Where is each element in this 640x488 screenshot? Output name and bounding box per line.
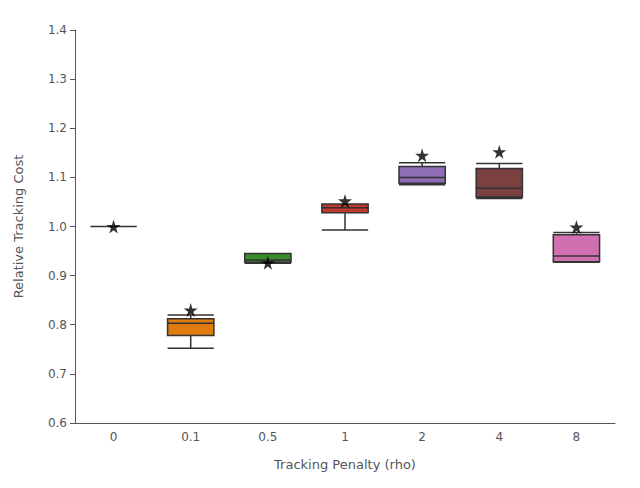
svg-text:0.8: 0.8	[48, 318, 67, 332]
svg-text:4: 4	[495, 430, 503, 444]
svg-text:1.0: 1.0	[48, 220, 67, 234]
svg-text:1.3: 1.3	[48, 72, 67, 86]
svg-text:0.7: 0.7	[48, 367, 67, 381]
svg-text:1: 1	[341, 430, 349, 444]
svg-text:0.9: 0.9	[48, 269, 67, 283]
svg-text:0.5: 0.5	[258, 430, 277, 444]
svg-text:1.1: 1.1	[48, 170, 67, 184]
svg-text:2: 2	[418, 430, 426, 444]
svg-text:1.4: 1.4	[48, 23, 67, 37]
svg-text:8: 8	[573, 430, 581, 444]
svg-text:0: 0	[110, 430, 118, 444]
svg-text:1.2: 1.2	[48, 121, 67, 135]
svg-text:Relative Tracking Cost: Relative Tracking Cost	[11, 155, 26, 299]
svg-text:0.1: 0.1	[181, 430, 200, 444]
svg-text:0.6: 0.6	[48, 416, 67, 430]
svg-text:Tracking Penalty (rho): Tracking Penalty (rho)	[273, 457, 416, 472]
